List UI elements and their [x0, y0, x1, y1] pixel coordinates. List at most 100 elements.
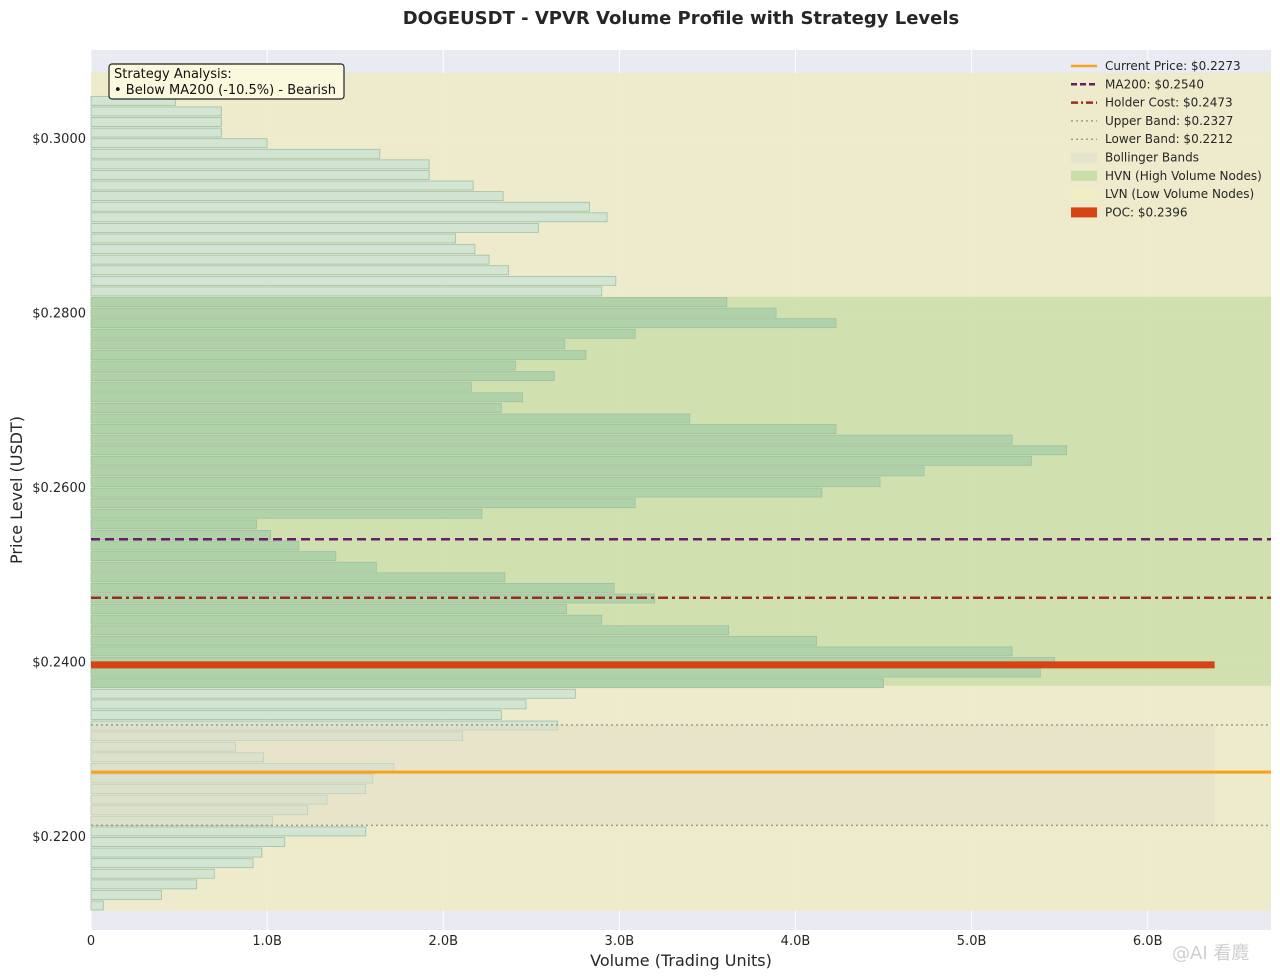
volume-bar — [90, 667, 1041, 678]
legend-label: Upper Band: $0.2327 — [1105, 114, 1233, 128]
watermark: @AI 看麑 — [1172, 942, 1249, 964]
volume-bar — [90, 540, 300, 551]
volume-bar — [90, 191, 504, 202]
legend-item: Current Price: $0.2273 — [1071, 59, 1241, 73]
y-axis-ticks: $0.2200 $0.2400 $0.2600 $0.2800 $0.3000 — [32, 132, 86, 845]
volume-bar — [90, 318, 837, 329]
y-tick-label: $0.3000 — [32, 132, 86, 147]
volume-bar — [90, 381, 472, 392]
x-tick-label: 4.0B — [781, 934, 811, 949]
y-tick-label: $0.2800 — [32, 307, 86, 322]
volume-bar — [90, 477, 881, 487]
volume-bar — [90, 138, 268, 149]
volume-bar — [90, 604, 567, 614]
watermark-text: @AI 看麑 — [1172, 942, 1249, 964]
volume-bar — [90, 455, 1032, 466]
volume-bar — [90, 699, 527, 710]
volume-bar — [90, 307, 777, 318]
bollinger-band-region — [91, 725, 1215, 826]
legend: Current Price: $0.2273 MA200: $0.2540 Hold… — [1071, 59, 1262, 219]
legend-label: Bollinger Bands — [1105, 151, 1199, 165]
volume-bar — [90, 265, 509, 276]
y-tick-label: $0.2400 — [32, 655, 86, 670]
legend-swatch — [1071, 189, 1097, 200]
legend-item: Lower Band: $0.2212 — [1071, 132, 1233, 146]
volume-bar — [90, 445, 1068, 456]
legend-item: Holder Cost: $0.2473 — [1071, 96, 1233, 110]
legend-label: Holder Cost: $0.2473 — [1105, 96, 1233, 110]
legend-swatch — [1071, 152, 1097, 163]
legend-label: MA200: $0.2540 — [1105, 77, 1204, 91]
volume-bar — [90, 890, 162, 900]
volume-bar — [90, 561, 377, 572]
volume-bar — [90, 170, 430, 180]
volume-bar — [90, 275, 617, 286]
volume-bar — [90, 297, 728, 307]
legend-label: Current Price: $0.2273 — [1105, 59, 1241, 73]
y-tick-label: $0.2600 — [32, 481, 86, 496]
volume-bar — [90, 498, 636, 509]
volume-bar — [90, 117, 222, 127]
x-tick-label: 2.0B — [428, 934, 458, 949]
volume-bar — [90, 582, 615, 593]
volume-bar — [90, 646, 1013, 657]
volume-bar — [90, 466, 925, 477]
volume-bar — [90, 222, 539, 233]
volume-bar — [90, 148, 381, 159]
volume-bar — [90, 201, 590, 212]
legend-item: POC: $0.2396 — [1071, 205, 1188, 219]
legend-label: LVN (Low Volume Nodes) — [1105, 187, 1254, 201]
volume-bar — [90, 413, 691, 424]
volume-bar — [90, 858, 254, 869]
volume-bar — [90, 180, 474, 191]
volume-bar — [90, 392, 523, 403]
legend-item: MA200: $0.2540 — [1071, 77, 1204, 91]
volume-bar — [90, 551, 337, 562]
legend-item: HVN (High Volume Nodes) — [1071, 169, 1262, 183]
volume-bar — [90, 826, 367, 837]
x-tick-label: 0 — [87, 934, 95, 949]
x-axis-label: Volume (Trading Units) — [590, 951, 772, 970]
x-tick-label: 5.0B — [957, 934, 987, 949]
legend-label: HVN (High Volume Nodes) — [1105, 169, 1262, 183]
volume-bar — [90, 402, 502, 413]
volume-bar — [90, 350, 587, 360]
volume-bar — [90, 837, 286, 847]
legend-item: LVN (Low Volume Nodes) — [1071, 187, 1254, 201]
legend-swatch — [1071, 207, 1097, 218]
volume-bar — [90, 339, 566, 350]
volume-bar — [90, 614, 603, 625]
volume-bar — [90, 360, 516, 371]
annotation-box — [108, 63, 345, 100]
volume-bar — [90, 847, 263, 858]
strategy-annotation: Strategy Analysis: • Below MA200 (-10.5%… — [108, 63, 345, 100]
annotation-title: Strategy Analysis: — [114, 67, 232, 82]
volume-bar — [90, 254, 490, 265]
volume-bar — [90, 233, 456, 244]
y-tick-label: $0.2200 — [32, 830, 86, 845]
poc-bar — [91, 661, 1215, 669]
volume-bar — [90, 625, 729, 636]
legend-item: Bollinger Bands — [1071, 151, 1199, 165]
volume-bar — [90, 487, 823, 498]
volume-bar — [90, 678, 884, 689]
volume-bar — [90, 328, 636, 339]
x-tick-label: 3.0B — [605, 934, 635, 949]
x-axis-ticks: 0 1.0B 2.0B 3.0B 4.0B 5.0B 6.0B — [87, 934, 1163, 949]
volume-bar — [90, 106, 222, 117]
legend-item: Upper Band: $0.2327 — [1071, 114, 1233, 128]
volume-bar — [90, 508, 483, 519]
volume-bar — [90, 127, 222, 138]
volume-bar — [90, 879, 198, 890]
volume-bar — [90, 434, 1013, 445]
volume-bar — [90, 900, 104, 911]
x-tick-label: 1.0B — [252, 934, 282, 949]
x-tick-label: 6.0B — [1133, 934, 1163, 949]
annotation-line: • Below MA200 (-10.5%) - Bearish — [114, 83, 336, 98]
volume-bar — [90, 519, 257, 530]
volume-bar — [90, 572, 506, 583]
volume-bar — [90, 244, 476, 254]
volume-bar — [90, 688, 576, 699]
legend-swatch — [1071, 170, 1097, 181]
